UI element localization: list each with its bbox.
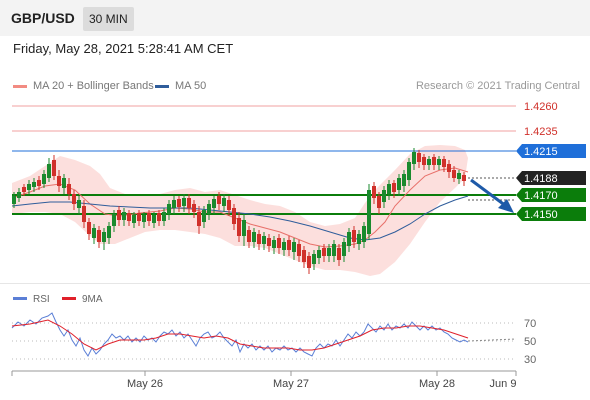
price-tag-support-1 — [516, 188, 586, 202]
rsi-line — [11, 312, 469, 357]
ma20-line — [11, 167, 469, 248]
rsi-label-70: 70 — [524, 318, 536, 330]
x-label-may27: May 27 — [273, 378, 309, 390]
legend-ma20: MA 20 + Bollinger Bands — [13, 80, 154, 92]
candles — [12, 148, 466, 274]
price-label-support-2: 1.4150 — [524, 209, 558, 221]
rsi-label-30: 30 — [524, 354, 536, 366]
symbol-title: GBP/USD — [11, 10, 75, 26]
panel-separator — [0, 283, 590, 284]
price-tag-support-2 — [516, 207, 586, 221]
x-label-may28: May 28 — [419, 378, 455, 390]
timestamp: Friday, May 28, 2021 5:28:41 AM CET — [13, 41, 234, 56]
price-tag-pivot — [516, 144, 586, 158]
bollinger-band — [12, 145, 468, 276]
rsi-ma-legend-label: 9MA — [82, 294, 103, 305]
rsi-legend-label: RSI — [33, 294, 50, 305]
price-label-resistance-2: 1.4235 — [524, 126, 558, 138]
ma50-line — [11, 195, 469, 241]
legend-ma50-label: MA 50 — [175, 80, 207, 92]
rsi-swatch — [13, 297, 27, 300]
x-label-may26: May 26 — [127, 378, 163, 390]
price-tag-last — [516, 171, 586, 185]
rsi-ma-line — [11, 319, 469, 351]
header-bar: GBP/USD 30 MIN — [0, 0, 590, 36]
rsi-ma-swatch — [62, 297, 76, 300]
legend-ma50: MA 50 — [155, 80, 206, 92]
rsi-label-50: 50 — [524, 336, 536, 348]
rsi-projection — [467, 338, 517, 342]
x-label-jun9: Jun 9 — [490, 378, 517, 390]
legend-ma20-label: MA 20 + Bollinger Bands — [33, 80, 154, 92]
price-label-support-1: 1.4170 — [524, 190, 558, 202]
price-label-pivot: 1.4215 — [524, 146, 558, 158]
credit-text: Research © 2021 Trading Central — [415, 80, 580, 92]
forecast-arrow-icon — [470, 178, 514, 213]
price-label-last: 1.4188 — [524, 173, 558, 185]
price-label-resistance-1: 1.4260 — [524, 101, 558, 113]
interval-button[interactable]: 30 MIN — [83, 7, 134, 31]
ma50-swatch — [155, 84, 169, 88]
ma20-swatch — [13, 84, 27, 88]
